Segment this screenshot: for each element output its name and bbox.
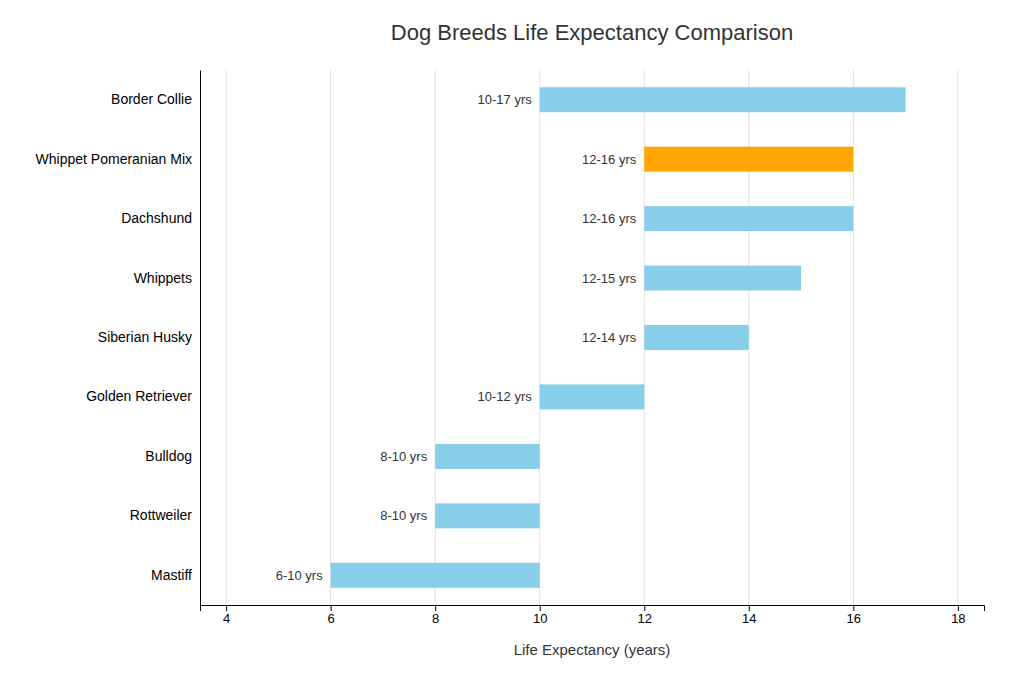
x-tick: 10	[533, 605, 547, 626]
grid	[226, 70, 958, 605]
x-tick-mark	[331, 605, 332, 611]
x-tick-label: 16	[847, 611, 861, 626]
x-axis: 4 6 8 10 12 14 16 18	[201, 605, 985, 626]
data-label: 12-16 yrs	[582, 211, 637, 226]
y-tick: Border Collie	[111, 91, 192, 107]
bars	[331, 87, 906, 588]
bar	[644, 325, 749, 350]
data-labels: 10-17 yrs 12-16 yrs 12-16 yrs 12-15 yrs 12-1…	[276, 92, 637, 583]
data-label: 8-10 yrs	[380, 508, 427, 523]
x-tick: 16	[847, 605, 861, 626]
x-tick-label: 6	[328, 611, 335, 626]
bar	[331, 563, 540, 588]
bar	[644, 147, 853, 172]
x-tick: 6	[328, 605, 335, 626]
chart: 4 6 8 10 12 14 16 18 Border Collie Whippet Pomera…	[0, 0, 1024, 680]
x-axis-title: Life Expectancy (years)	[514, 641, 671, 658]
x-tick-mark	[644, 605, 645, 611]
data-label: 10-12 yrs	[478, 389, 533, 404]
grid-line	[226, 70, 227, 605]
bar	[644, 206, 853, 231]
y-tick: Mastiff	[151, 567, 192, 583]
y-tick: Siberian Husky	[98, 329, 192, 345]
bar	[644, 266, 801, 291]
data-label: 6-10 yrs	[276, 568, 323, 583]
y-tick-label: Mastiff	[151, 567, 192, 583]
x-tick-mark	[540, 605, 541, 611]
y-tick: Whippets	[134, 270, 192, 286]
x-tick-mark	[958, 605, 959, 611]
x-tick: 8	[432, 605, 439, 626]
y-tick: Dachshund	[121, 210, 192, 226]
x-tick-mark	[749, 605, 750, 611]
x-tick-label: 14	[742, 611, 756, 626]
x-tick-label: 18	[951, 611, 965, 626]
y-tick-label: Rottweiler	[130, 507, 193, 523]
y-tick: Golden Retriever	[86, 388, 192, 404]
data-label: 10-17 yrs	[478, 92, 533, 107]
data-label: 12-14 yrs	[582, 330, 637, 345]
x-tick: 18	[951, 605, 965, 626]
data-label: 12-15 yrs	[582, 271, 637, 286]
x-tick-label: 10	[533, 611, 547, 626]
x-tick-label: 4	[223, 611, 230, 626]
x-tick-mark	[853, 605, 854, 611]
x-tick: 12	[638, 605, 652, 626]
plot-area: 4 6 8 10 12 14 16 18 Border Collie Whippet Pomera…	[36, 70, 985, 626]
y-tick-label: Siberian Husky	[98, 329, 192, 345]
title: Dog Breeds Life Expectancy Comparison	[391, 20, 793, 45]
x-tick: 14	[742, 605, 756, 626]
y-tick-label: Dachshund	[121, 210, 192, 226]
y-axis-line	[200, 71, 201, 606]
bar	[540, 384, 645, 409]
y-tick-label: Border Collie	[111, 91, 192, 107]
data-label: 12-16 yrs	[582, 152, 637, 167]
bar	[435, 503, 540, 528]
y-tick: Bulldog	[145, 448, 192, 464]
y-tick-label: Whippet Pomeranian Mix	[36, 151, 192, 167]
y-tick-label: Bulldog	[145, 448, 192, 464]
grid-line	[330, 70, 331, 605]
grid-line	[957, 70, 958, 605]
x-tick-label: 8	[432, 611, 439, 626]
x-axis-line	[201, 606, 985, 612]
x-tick: 4	[223, 605, 230, 626]
y-tick: Whippet Pomeranian Mix	[36, 151, 192, 167]
y-tick-label: Golden Retriever	[86, 388, 192, 404]
y-tick-label: Whippets	[134, 270, 192, 286]
x-tick-label: 12	[638, 611, 652, 626]
bar	[435, 444, 540, 469]
y-tick: Rottweiler	[130, 507, 193, 523]
data-label: 8-10 yrs	[380, 449, 427, 464]
x-tick-mark	[435, 605, 436, 611]
y-axis: Border Collie Whippet Pomeranian Mix Dachs…	[36, 71, 201, 606]
x-tick-mark	[226, 605, 227, 611]
bar	[540, 87, 906, 112]
